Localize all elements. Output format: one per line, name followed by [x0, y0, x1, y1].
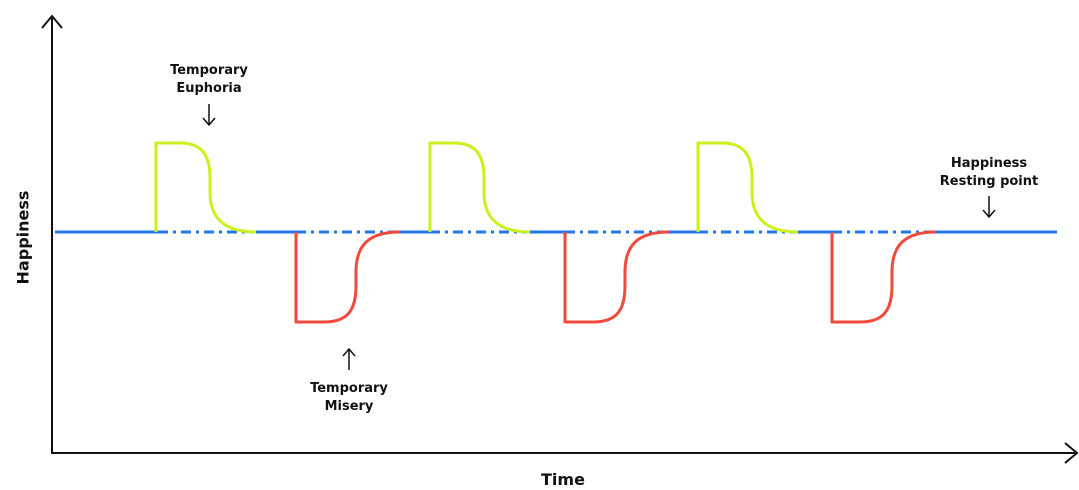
annotation-euphoria: Temporary Euphoria: [144, 62, 274, 98]
misery-curve: [830, 230, 937, 324]
euphoria-curve: [154, 141, 257, 234]
y-axis-arrow-icon: [41, 14, 63, 29]
annotation-misery-line2: Misery: [324, 399, 374, 414]
annotation-misery: Temporary Misery: [284, 380, 414, 416]
annotation-resting-line1: Happiness: [950, 156, 1028, 171]
annotation-euphoria-line1: Temporary: [170, 63, 248, 78]
euphoria-curve: [428, 141, 531, 234]
misery-curves: [294, 230, 937, 324]
misery-curve: [294, 230, 401, 324]
annotation-arrows: [202, 104, 996, 370]
axes: [41, 14, 1079, 464]
annotation-resting-line2: Resting point: [939, 174, 1039, 189]
annotation-misery-line1: Temporary: [310, 381, 388, 396]
annotation-euphoria-line2: Euphoria: [176, 81, 242, 96]
euphoria-curves: [154, 141, 799, 234]
arrow-down-icon: [202, 104, 216, 127]
y-axis-label: Happiness: [13, 190, 33, 285]
euphoria-curve: [696, 141, 799, 234]
annotation-resting-point: Happiness Resting point: [924, 155, 1054, 191]
x-axis-arrow-icon: [1064, 442, 1079, 464]
arrow-up-icon: [342, 347, 356, 370]
arrow-down-icon: [982, 196, 996, 219]
x-axis-label: Time: [541, 470, 585, 489]
misery-curve: [563, 230, 670, 324]
